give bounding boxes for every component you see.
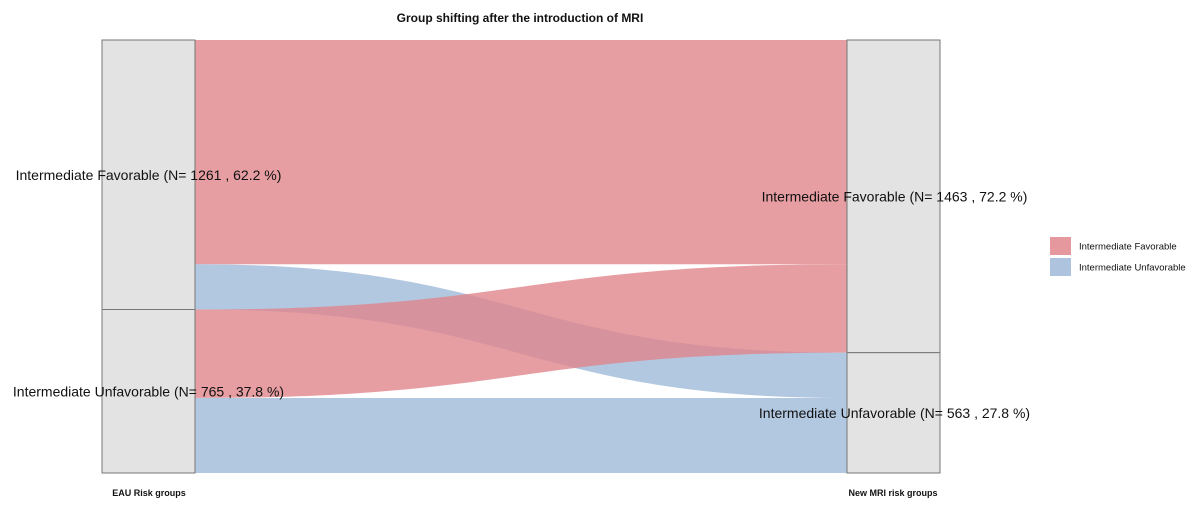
legend-swatch-intermediate-favorable xyxy=(1050,237,1071,255)
stratum-label-right-intermediate-favorable: Intermediate Favorable (N= 1463 , 72.2 %… xyxy=(762,188,1028,204)
flows-layer xyxy=(195,40,847,473)
legend-label-intermediate-unfavorable: Intermediate Unfavorable xyxy=(1079,263,1186,274)
stratum-label-left-intermediate-unfavorable: Intermediate Unfavorable (N= 765 , 37.8 … xyxy=(13,383,284,399)
chart-title: Group shifting after the introduction of… xyxy=(397,11,644,25)
stratum-label-right-intermediate-unfavorable: Intermediate Unfavorable (N= 563 , 27.8 … xyxy=(759,405,1030,421)
flow-intermediate-unfavorable-to-intermediate-favorable xyxy=(195,264,847,398)
x-axis-label-right: New MRI risk groups xyxy=(848,488,937,498)
stratum-left-intermediate-unfavorable xyxy=(101,309,196,474)
stratum-right-intermediate-unfavorable xyxy=(846,352,941,474)
stratum-left-intermediate-favorable xyxy=(101,39,196,311)
stratum-label-left-intermediate-favorable: Intermediate Favorable (N= 1261 , 62.2 %… xyxy=(16,167,282,183)
flow-intermediate-favorable-to-intermediate-favorable xyxy=(195,40,847,265)
legend-label-intermediate-favorable: Intermediate Favorable xyxy=(1079,242,1177,253)
strata-layer xyxy=(101,39,941,474)
stratum-right-intermediate-favorable xyxy=(846,39,941,354)
flow-intermediate-unfavorable-to-intermediate-unfavorable xyxy=(195,397,847,473)
labels-layer: Intermediate Favorable (N= 1261 , 62.2 %… xyxy=(13,167,1030,421)
legend: Intermediate Favorable Intermediate Unfav… xyxy=(1050,237,1186,276)
x-axis-label-left: EAU Risk groups xyxy=(112,488,186,498)
legend-swatch-intermediate-unfavorable xyxy=(1050,258,1071,276)
